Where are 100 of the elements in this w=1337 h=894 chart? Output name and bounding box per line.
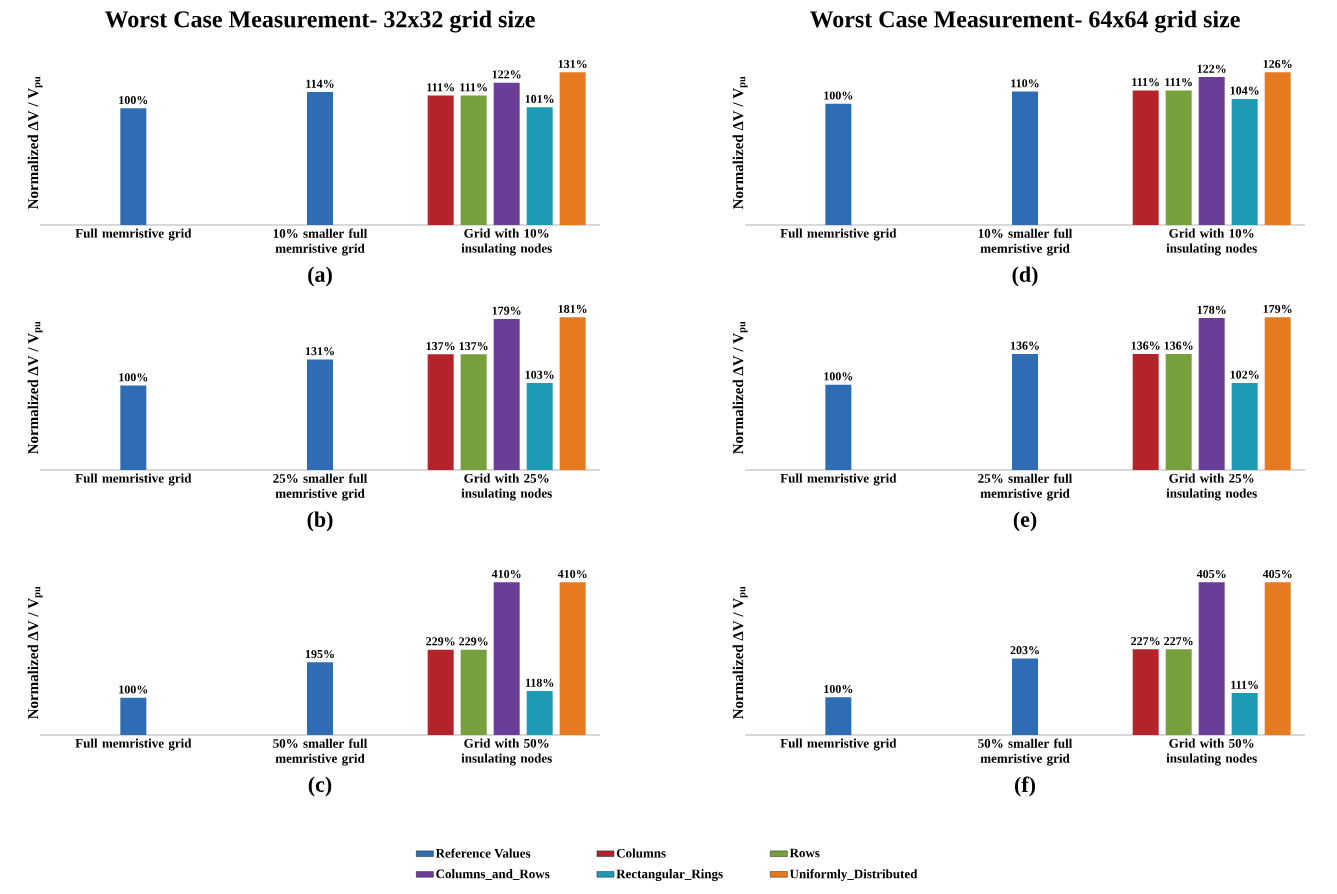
x-tick-label: Full memristive grid: [780, 738, 897, 751]
data-label: 410%: [557, 569, 587, 579]
y-axis-title: Normalized ΔV / V$_{pu}$: [732, 586, 748, 720]
bar: [1132, 353, 1159, 470]
data-label: 111%: [460, 83, 487, 92]
x-tick-label: 25% smaller full memristive grid: [273, 473, 368, 501]
data-label: 104%: [1230, 86, 1259, 95]
data-label: 181%: [558, 304, 587, 314]
data-label: 110%: [1011, 79, 1039, 88]
bar: [1264, 582, 1291, 735]
bar: [1132, 649, 1159, 735]
x-tick-label: Grid with 10% insulating nodes: [1166, 228, 1257, 256]
bar: [1231, 98, 1258, 225]
bar: [559, 72, 586, 225]
data-label: 405%: [1196, 569, 1226, 579]
x-axis-title: (d): [1012, 266, 1038, 287]
bar: [460, 354, 487, 470]
bar: [120, 385, 147, 470]
data-label: 178%: [1197, 305, 1226, 314]
data-label: 100%: [824, 91, 853, 100]
bar: [1231, 382, 1258, 470]
bar: [1264, 72, 1291, 225]
data-label: 229%: [459, 637, 488, 646]
data-label: 100%: [119, 373, 148, 382]
y-axis-title: Normalized ΔV / V$_{pu}$: [732, 76, 748, 210]
data-label: 100%: [119, 96, 148, 105]
bar: [1165, 90, 1192, 225]
data-label: 195%: [305, 649, 334, 659]
x-tick-label: 25% smaller full memristive grid: [978, 473, 1073, 501]
x-tick-label: 50% smaller full memristive grid: [978, 738, 1073, 766]
data-label: 126%: [1263, 59, 1292, 69]
legend-label: Columns_and_Rows: [436, 869, 550, 880]
x-axis-title: (c): [308, 776, 332, 797]
data-label: 122%: [492, 70, 521, 79]
x-tick-label: Full memristive grid: [780, 228, 897, 241]
bar: [559, 582, 586, 735]
data-label: 100%: [824, 684, 853, 694]
x-tick-label: Grid with 10% insulating nodes: [461, 228, 552, 256]
legend-label: Uniformly_Distributed: [789, 869, 918, 882]
y-axis-title: Normalized ΔV / V$_{pu}$: [27, 586, 43, 720]
data-label: 118%: [525, 678, 554, 687]
x-axis-title: (e): [1013, 511, 1037, 532]
x-tick-label: Full memristive grid: [75, 228, 192, 241]
bar: [1012, 658, 1039, 735]
bar: [1012, 353, 1039, 470]
x-tick-label: Grid with 50% insulating nodes: [461, 738, 552, 766]
x-axis-title: (f): [1015, 776, 1036, 797]
legend-label: Rectangular_Rings: [616, 869, 723, 882]
x-tick-label: Full memristive grid: [780, 473, 897, 486]
bar: [1165, 649, 1192, 735]
data-label: 136%: [1010, 341, 1039, 350]
data-label: 179%: [1263, 304, 1292, 314]
data-label: 137%: [459, 342, 488, 351]
data-label: 111%: [1165, 78, 1192, 87]
bar: [825, 103, 852, 225]
bar: [1132, 90, 1159, 225]
data-label: 203%: [1010, 646, 1039, 655]
bar: [493, 318, 520, 470]
x-tick-label: 50% smaller full memristive grid: [273, 738, 368, 766]
bar: [307, 359, 333, 470]
bar: [1231, 693, 1258, 735]
data-label: 102%: [1230, 370, 1259, 379]
bar: [559, 317, 586, 470]
data-label: 100%: [824, 372, 853, 381]
bar: [120, 108, 147, 225]
data-label: 179%: [492, 306, 521, 315]
x-tick-label: Full memristive grid: [75, 473, 192, 486]
bar: [427, 354, 454, 470]
bar: [825, 384, 852, 470]
x-axis-title: (a): [308, 266, 332, 287]
bar: [1264, 317, 1291, 470]
data-label: 227%: [1164, 637, 1193, 646]
bar: [307, 92, 333, 225]
data-label: 111%: [1231, 680, 1258, 689]
bar: [493, 82, 520, 225]
legend-label: Rows: [789, 848, 820, 858]
data-label: 122%: [1197, 64, 1226, 73]
bar: [427, 95, 454, 225]
data-label: 410%: [491, 569, 521, 579]
bar: [526, 691, 553, 735]
y-axis-title: Normalized ΔV / V$_{pu}$: [732, 321, 748, 455]
bar: [1012, 91, 1039, 225]
x-tick-label: Grid with 25% insulating nodes: [461, 473, 552, 501]
bar: [1198, 582, 1225, 735]
x-tick-label: 10% smaller full memristive grid: [273, 228, 368, 256]
data-label: 101%: [525, 94, 554, 104]
bar: [493, 582, 520, 735]
bar: [825, 697, 852, 735]
bar: [427, 649, 454, 735]
chart-title: Worst Case Measurement- 32x32 grid size: [104, 10, 535, 33]
data-label: 137%: [426, 342, 455, 351]
data-label: 111%: [427, 83, 454, 92]
data-label: 114%: [306, 79, 334, 88]
bar: [1198, 77, 1225, 225]
data-label: 111%: [1132, 78, 1159, 87]
y-axis-title: Normalized ΔV / V$_{pu}$: [27, 321, 43, 455]
y-axis-title: Normalized ΔV / V$_{pu}$: [27, 76, 43, 210]
x-tick-label: 10% smaller full memristive grid: [978, 228, 1073, 256]
bar: [460, 649, 487, 735]
bar: [526, 383, 553, 470]
